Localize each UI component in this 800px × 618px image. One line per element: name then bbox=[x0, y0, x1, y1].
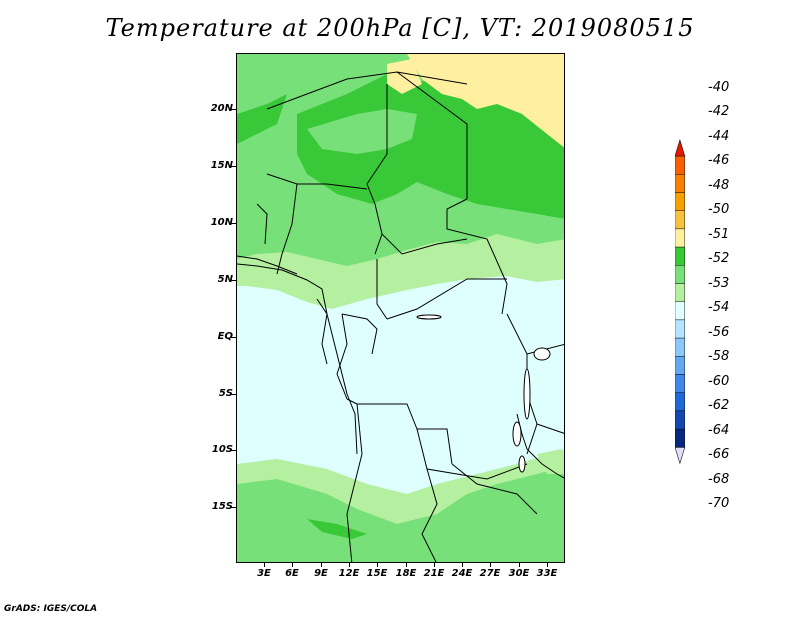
lon-tick bbox=[292, 562, 293, 567]
colorbar-label: -68 bbox=[708, 471, 730, 487]
lon-tick bbox=[519, 562, 520, 567]
colorbar-swatch bbox=[675, 283, 686, 302]
colorbar-label: -58 bbox=[708, 349, 730, 365]
temperature-map bbox=[237, 54, 564, 562]
field-band-52-53-patch bbox=[307, 109, 417, 154]
lat-tick bbox=[230, 450, 236, 451]
colorbar-label: -66 bbox=[708, 447, 730, 463]
lat-label-5s: 5S bbox=[218, 388, 233, 399]
lakes bbox=[416, 314, 551, 473]
colorbar-swatch bbox=[675, 174, 686, 193]
colorbar-label: -48 bbox=[708, 177, 730, 193]
colorbar-label: -64 bbox=[708, 422, 730, 438]
colorbar-label: -50 bbox=[708, 202, 730, 218]
lat-label-15s: 15S bbox=[211, 501, 233, 512]
lon-label-9e: 9E bbox=[314, 568, 328, 579]
lon-tick bbox=[264, 562, 265, 567]
credit-text: GrADS: IGES/COLA bbox=[4, 604, 98, 614]
colorbar-swatch bbox=[675, 337, 686, 357]
lon-label-21e: 21E bbox=[423, 568, 445, 579]
colorbar-swatch bbox=[675, 301, 686, 321]
colorbar-label: -60 bbox=[708, 373, 730, 389]
colorbar-swatch bbox=[675, 374, 686, 393]
colorbar-swatch bbox=[675, 210, 686, 230]
colorbar-swatch bbox=[675, 246, 686, 266]
colorbar-swatch bbox=[675, 410, 686, 430]
colorbar-label: -52 bbox=[708, 251, 730, 267]
lon-label-3e: 3E bbox=[257, 568, 271, 579]
lon-tick bbox=[321, 562, 322, 567]
colorbar-label: -54 bbox=[708, 300, 730, 316]
lat-label-10n: 10N bbox=[210, 217, 233, 228]
lon-tick bbox=[462, 562, 463, 567]
lat-tick bbox=[230, 109, 236, 110]
field-band-53-54-east bbox=[537, 449, 564, 474]
colorbar-label: -70 bbox=[708, 496, 730, 511]
lat-tick bbox=[230, 507, 236, 508]
lon-tick bbox=[547, 562, 548, 567]
lon-tick bbox=[349, 562, 350, 567]
lon-label-6e: 6E bbox=[285, 568, 299, 579]
lon-label-27e: 27E bbox=[479, 568, 501, 579]
colorbar-label: -51 bbox=[708, 226, 730, 242]
colorbar-swatch bbox=[675, 319, 686, 339]
lon-tick bbox=[406, 562, 407, 567]
lon-label-12e: 12E bbox=[338, 568, 360, 579]
colorbar-label: -42 bbox=[708, 104, 730, 120]
colorbar-label: -40 bbox=[708, 80, 730, 95]
field-band-52-53-south bbox=[237, 466, 564, 562]
colorbar-swatch bbox=[675, 392, 686, 412]
field-band-51-52-south bbox=[307, 519, 367, 539]
country-boundaries bbox=[237, 71, 564, 562]
colorbar-swatch bbox=[675, 155, 686, 175]
colorbar-label: -53 bbox=[708, 275, 730, 291]
lon-label-24e: 24E bbox=[451, 568, 473, 579]
lon-tick bbox=[490, 562, 491, 567]
field-band-50-51 bbox=[407, 54, 564, 148]
lon-tick bbox=[377, 562, 378, 567]
colorbar-swatch bbox=[675, 265, 686, 284]
colorbar-label: -46 bbox=[708, 153, 730, 169]
lat-label-15n: 15N bbox=[210, 160, 233, 171]
colorbar-label: -62 bbox=[708, 398, 730, 414]
colorbar-swatch bbox=[675, 356, 686, 375]
lat-tick bbox=[230, 280, 236, 281]
lat-tick bbox=[230, 166, 236, 167]
colorbar-label: -56 bbox=[708, 324, 730, 340]
lat-label-10s: 10S bbox=[211, 444, 233, 455]
lon-tick bbox=[434, 562, 435, 567]
lon-label-30e: 30E bbox=[508, 568, 530, 579]
field-band-50-51-small bbox=[387, 59, 422, 94]
colorbar-bottom-arrow bbox=[675, 447, 686, 465]
colorbar-label: -44 bbox=[708, 128, 730, 144]
colorbar-swatch bbox=[675, 228, 686, 248]
lat-label-eq: EQ bbox=[217, 331, 233, 342]
lon-label-15e: 15E bbox=[366, 568, 388, 579]
lat-label-20n: 20N bbox=[210, 103, 233, 114]
lon-label-33e: 33E bbox=[536, 568, 558, 579]
lat-tick bbox=[230, 394, 236, 395]
lat-tick bbox=[230, 337, 236, 338]
colorbar bbox=[675, 139, 686, 465]
field-band-51-52 bbox=[297, 74, 564, 219]
colorbar-swatch bbox=[675, 192, 686, 211]
chart-title: Temperature at 200hPa [C], VT: 201908051… bbox=[105, 14, 695, 42]
map-panel bbox=[236, 53, 565, 563]
lat-label-5n: 5N bbox=[217, 274, 233, 285]
lat-tick bbox=[230, 223, 236, 224]
colorbar-top-arrow bbox=[675, 139, 686, 157]
lon-label-18e: 18E bbox=[395, 568, 417, 579]
colorbar-swatch bbox=[675, 428, 686, 448]
